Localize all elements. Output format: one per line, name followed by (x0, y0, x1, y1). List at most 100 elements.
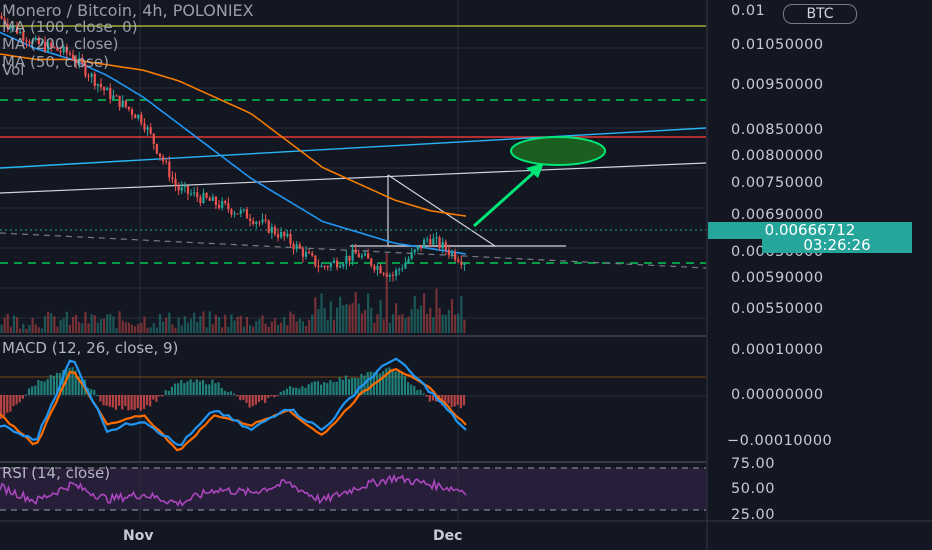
candle[interactable] (81, 58, 84, 64)
candle[interactable] (460, 261, 463, 265)
candle[interactable] (422, 239, 426, 249)
candle[interactable] (149, 127, 152, 134)
candle[interactable] (214, 196, 218, 205)
candle[interactable] (68, 53, 71, 55)
candle[interactable] (308, 251, 311, 254)
candle[interactable] (435, 237, 438, 239)
candle[interactable] (301, 248, 304, 257)
candle[interactable] (360, 255, 364, 258)
ma200-line[interactable] (0, 53, 467, 217)
candle[interactable] (335, 260, 339, 268)
candle[interactable] (193, 192, 196, 194)
candle[interactable] (410, 252, 413, 259)
candle[interactable] (202, 193, 205, 203)
candle[interactable] (109, 88, 112, 100)
candle[interactable] (416, 246, 419, 250)
candle[interactable] (245, 209, 249, 219)
candle[interactable] (463, 263, 466, 265)
candle[interactable] (37, 37, 40, 45)
candle[interactable] (19, 31, 22, 34)
candle[interactable] (248, 218, 252, 221)
candle[interactable] (217, 204, 221, 208)
candle[interactable] (62, 46, 65, 53)
candle[interactable] (286, 234, 289, 237)
target-zone[interactable] (510, 136, 606, 166)
candle[interactable] (162, 156, 165, 162)
rsi-title[interactable]: RSI (14, close) (2, 464, 111, 482)
candle[interactable] (280, 231, 283, 238)
candle[interactable] (382, 273, 385, 275)
candle[interactable] (65, 46, 68, 54)
candle[interactable] (376, 265, 379, 270)
candle[interactable] (351, 249, 354, 261)
candle[interactable] (177, 185, 180, 191)
white-trendline[interactable] (0, 162, 707, 194)
candle[interactable] (320, 265, 323, 268)
candle[interactable] (391, 274, 395, 276)
candle[interactable] (140, 114, 143, 124)
candle[interactable] (295, 244, 298, 250)
candle[interactable] (258, 222, 261, 224)
candle[interactable] (345, 255, 348, 264)
candle[interactable] (224, 201, 227, 204)
candle[interactable] (426, 239, 429, 241)
candle[interactable] (438, 237, 441, 249)
candle[interactable] (379, 265, 382, 274)
candle[interactable] (208, 197, 211, 201)
candle[interactable] (56, 47, 59, 51)
candle[interactable] (261, 219, 264, 223)
candle[interactable] (407, 258, 410, 263)
candle[interactable] (22, 31, 25, 41)
candle[interactable] (196, 192, 199, 198)
candle[interactable] (233, 213, 236, 215)
ma100-line[interactable] (0, 31, 467, 255)
legend-ma50[interactable]: MA (50, close) (2, 53, 109, 71)
candle[interactable] (115, 95, 118, 97)
candle[interactable] (432, 238, 435, 245)
candle[interactable] (363, 253, 367, 256)
candle[interactable] (9, 26, 12, 29)
candle[interactable] (323, 265, 326, 267)
candle[interactable] (264, 219, 267, 221)
candle[interactable] (242, 209, 245, 211)
candle[interactable] (230, 209, 233, 215)
candle[interactable] (99, 83, 103, 88)
candle[interactable] (78, 58, 81, 64)
candle[interactable] (332, 260, 336, 263)
candle[interactable] (404, 262, 407, 269)
candle[interactable] (419, 246, 423, 249)
candle[interactable] (252, 220, 255, 225)
candle[interactable] (127, 106, 131, 110)
candle[interactable] (25, 40, 28, 42)
candle[interactable] (183, 185, 186, 188)
macd-line[interactable] (0, 357, 467, 447)
candle[interactable] (283, 231, 286, 237)
macd-title[interactable]: MACD (12, 26, close, 9) (2, 339, 179, 357)
candle[interactable] (329, 262, 332, 268)
candle[interactable] (50, 42, 53, 48)
candle[interactable] (87, 75, 90, 77)
candle[interactable] (180, 187, 183, 191)
candle[interactable] (276, 234, 280, 238)
candle[interactable] (189, 193, 193, 195)
candle[interactable] (199, 197, 202, 203)
candle[interactable] (28, 41, 31, 44)
candle[interactable] (34, 37, 37, 40)
candle[interactable] (112, 95, 115, 100)
candle[interactable] (93, 73, 96, 86)
candle[interactable] (102, 87, 106, 91)
candle[interactable] (317, 265, 320, 268)
candle[interactable] (447, 249, 451, 255)
candle[interactable] (124, 100, 127, 107)
candle[interactable] (342, 263, 345, 267)
candle[interactable] (130, 109, 134, 115)
candle[interactable] (289, 234, 292, 245)
candle[interactable] (227, 203, 230, 210)
candle[interactable] (0, 16, 3, 19)
candle[interactable] (171, 177, 174, 179)
candle[interactable] (388, 274, 391, 277)
candle[interactable] (255, 222, 258, 225)
candle[interactable] (15, 26, 19, 34)
projection-arrow[interactable] (473, 165, 541, 228)
